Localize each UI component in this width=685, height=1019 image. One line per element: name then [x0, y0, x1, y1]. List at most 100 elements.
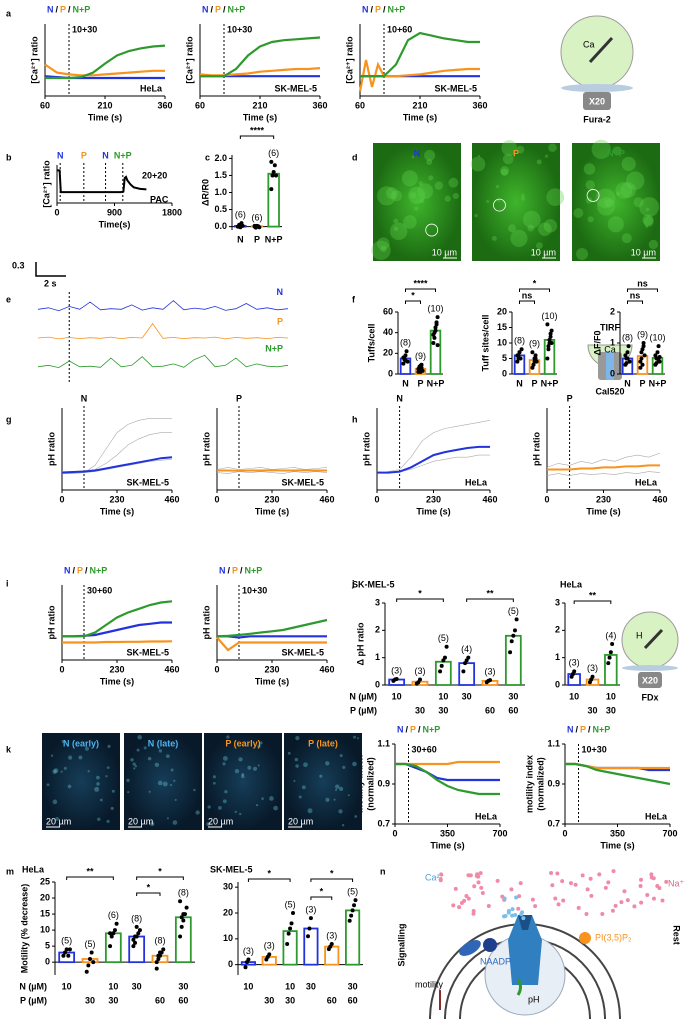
ion [502, 896, 507, 901]
micrograph-texture [154, 762, 160, 768]
significance-bracket [239, 135, 275, 139]
dose-label: 30 [264, 995, 274, 1005]
micrograph-texture [452, 192, 459, 200]
x-tick-label: 0 [374, 494, 379, 504]
micrograph-texture [222, 762, 226, 766]
x-axis-label: Time (s) [243, 112, 277, 122]
legend-entry: N [64, 565, 71, 575]
n-label: (9) [415, 351, 426, 361]
data-point [289, 921, 294, 926]
x-tick-label: 460 [164, 494, 179, 504]
ion [472, 884, 477, 889]
dose-label: 10 [392, 691, 402, 701]
series-line [546, 471, 661, 476]
data-point [179, 915, 184, 920]
dose-label: 60 [508, 705, 518, 715]
legend-entry: N [567, 724, 574, 734]
data-point [638, 359, 643, 364]
ion [560, 879, 565, 884]
panel-letter: n [380, 866, 386, 876]
x-tick-label: 60 [195, 100, 205, 110]
micrograph-texture [538, 222, 552, 236]
data-point [531, 362, 536, 367]
legend-separator: / [56, 4, 59, 14]
legend-separator: / [223, 4, 226, 14]
panel-letter: i [6, 578, 9, 588]
data-point [61, 953, 66, 958]
micrograph-texture [645, 207, 650, 212]
micrograph-texture [508, 224, 517, 233]
data-point [158, 950, 162, 955]
y-axis-label: pH ratio [46, 605, 56, 640]
stimulus-label: 10+30 [582, 744, 607, 754]
bar [458, 662, 476, 686]
ion [585, 887, 590, 892]
cell-line: SK-MEL-5 [127, 477, 170, 487]
data-point [347, 918, 352, 923]
y-tick-label: 0.5 [214, 204, 227, 214]
micrograph-texture [212, 775, 216, 779]
tirf-icon: TIRF Ca Cal520 [587, 322, 633, 396]
y-tick-label: 2.0 [214, 153, 227, 163]
ion [649, 872, 654, 877]
stimulus-label: 10+30 [227, 24, 252, 34]
data-point [236, 224, 240, 229]
data-point [623, 353, 628, 358]
bar [174, 916, 192, 964]
x-tick-label: 0 [392, 828, 397, 838]
micrograph-texture [193, 788, 196, 792]
x-tick-label: 360 [157, 100, 172, 110]
series-line [547, 464, 660, 471]
micrograph-texture [333, 798, 336, 801]
data-point [655, 350, 660, 355]
data-point [657, 354, 662, 359]
ion [479, 885, 484, 890]
legend-separator: / [383, 4, 386, 14]
series-line [199, 67, 321, 77]
data-point [329, 942, 334, 946]
dose-label: 30 [85, 995, 95, 1005]
data-point [181, 918, 186, 923]
stimulus-label: N [57, 150, 64, 160]
ion [466, 896, 471, 901]
row-label: P (µM) [350, 705, 377, 715]
y-axis-label: [Ca²⁺] ratio [344, 36, 354, 84]
ion [632, 904, 637, 909]
data-point [353, 898, 358, 903]
ion [556, 902, 561, 907]
micrograph-texture [130, 758, 134, 762]
significance-bracket [519, 288, 550, 292]
legend-separator: / [406, 724, 409, 734]
micrograph-texture [325, 761, 330, 766]
ion [478, 871, 483, 876]
n-label: (3) [485, 666, 496, 676]
y-tick-label: 10 [40, 924, 50, 934]
data-point [519, 347, 524, 352]
scale-label: 10 µm [631, 247, 656, 257]
x-tick-label: 230 [596, 494, 611, 504]
series-line [376, 420, 491, 474]
y-tick-label: 15 [497, 322, 507, 332]
micrograph-texture [591, 139, 611, 160]
y-tick-label: 1 [555, 652, 560, 662]
micrograph-texture [158, 749, 163, 753]
panel-letter: a [6, 8, 12, 18]
series-line [376, 454, 490, 473]
micrograph-texture [616, 191, 621, 196]
y-tick-label: 1 [610, 337, 615, 347]
micrograph [373, 143, 461, 261]
micrograph-texture [234, 810, 237, 813]
significance-label: ns [630, 290, 641, 300]
icon-label: Fura-2 [583, 114, 611, 124]
data-point [307, 926, 312, 931]
data-point [625, 350, 630, 355]
scale-label: 20 µm [208, 816, 233, 826]
data-point [515, 359, 520, 364]
data-point [530, 365, 535, 370]
ion [439, 872, 444, 877]
data-point [638, 365, 643, 370]
bar [267, 172, 280, 228]
series-line [37, 354, 289, 369]
x-axis-label: Time (s) [416, 506, 450, 516]
micrograph-texture [521, 193, 525, 198]
